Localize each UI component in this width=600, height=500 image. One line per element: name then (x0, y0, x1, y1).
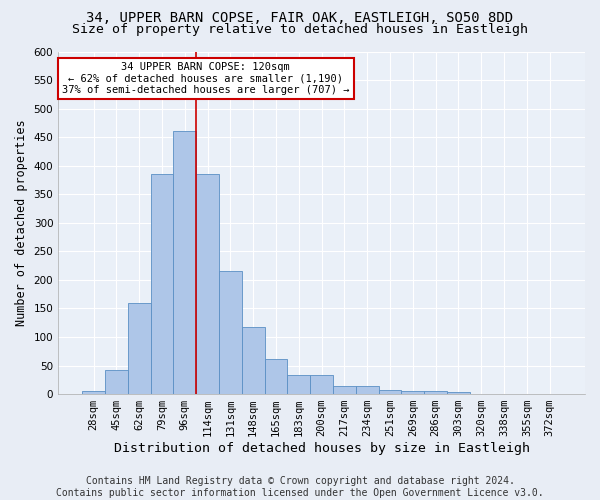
Y-axis label: Number of detached properties: Number of detached properties (15, 120, 28, 326)
Text: Contains HM Land Registry data © Crown copyright and database right 2024.
Contai: Contains HM Land Registry data © Crown c… (56, 476, 544, 498)
Bar (196, 174, 219, 394)
Bar (105, 370, 128, 394)
Bar (401, 391, 424, 394)
Bar (424, 391, 447, 394)
Bar (356, 386, 379, 394)
Bar (310, 375, 333, 394)
Bar (219, 272, 242, 394)
Bar (82, 391, 105, 394)
Bar (447, 392, 470, 394)
Bar (128, 302, 151, 394)
Text: 34 UPPER BARN COPSE: 120sqm
← 62% of detached houses are smaller (1,190)
37% of : 34 UPPER BARN COPSE: 120sqm ← 62% of det… (62, 62, 349, 95)
X-axis label: Distribution of detached houses by size in Eastleigh: Distribution of detached houses by size … (113, 442, 530, 455)
Bar (242, 326, 265, 394)
Text: Size of property relative to detached houses in Eastleigh: Size of property relative to detached ho… (72, 22, 528, 36)
Bar (287, 375, 310, 394)
Bar (265, 358, 287, 394)
Bar (151, 174, 173, 394)
Bar (173, 132, 196, 394)
Bar (379, 390, 401, 394)
Text: 34, UPPER BARN COPSE, FAIR OAK, EASTLEIGH, SO50 8DD: 34, UPPER BARN COPSE, FAIR OAK, EASTLEIG… (86, 11, 514, 25)
Bar (333, 386, 356, 394)
